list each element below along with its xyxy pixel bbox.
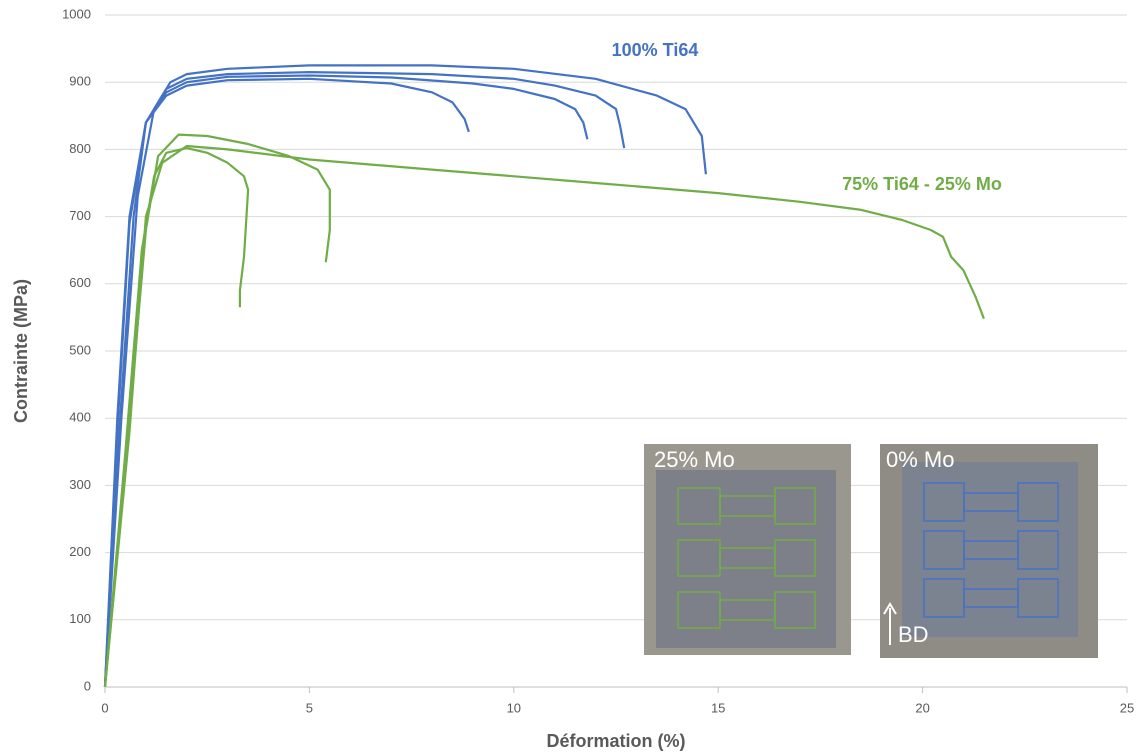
- y-tick-label: 500: [69, 342, 91, 357]
- x-tick-label: 5: [306, 700, 313, 715]
- y-tick-label: 800: [69, 141, 91, 156]
- x-axis-label: Déformation (%): [547, 731, 686, 751]
- curve: [103, 147, 250, 688]
- y-tick-label: 200: [69, 544, 91, 559]
- y-tick-label: 900: [69, 74, 91, 89]
- y-tick-label: 0: [84, 678, 91, 693]
- y-tick-label: 400: [69, 410, 91, 425]
- curve: [103, 71, 626, 688]
- curve: [103, 74, 589, 688]
- y-tick-label: 300: [69, 477, 91, 492]
- curve: [103, 133, 331, 688]
- annotation: 100% Ti64: [612, 40, 699, 60]
- x-tick-label: 25: [1120, 700, 1134, 715]
- inset-photo: 0% Mo BD: [880, 444, 1098, 658]
- x-tick-label: 10: [507, 700, 521, 715]
- x-tick-label: 20: [915, 700, 929, 715]
- curve: [103, 64, 707, 688]
- x-tick-label: 0: [101, 700, 108, 715]
- y-tick-label: 100: [69, 611, 91, 626]
- annotation: 75% Ti64 - 25% Mo: [842, 174, 1002, 194]
- inset-label: 0% Mo: [886, 447, 954, 472]
- inset-label: BD: [898, 622, 929, 647]
- curve: [103, 144, 985, 688]
- y-tick-label: 1000: [62, 6, 91, 21]
- y-tick-label: 700: [69, 208, 91, 223]
- y-axis-label: Contrainte (MPa): [11, 279, 31, 423]
- inset-photo: 25% Mo: [644, 444, 851, 655]
- y-tick-label: 600: [69, 275, 91, 290]
- inset-label: 25% Mo: [654, 447, 735, 472]
- x-tick-label: 15: [711, 700, 725, 715]
